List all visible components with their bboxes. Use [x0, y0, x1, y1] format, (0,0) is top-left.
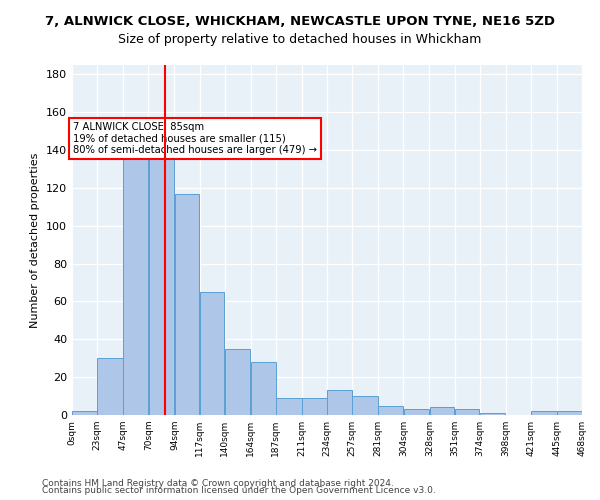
Bar	[352, 396, 378, 415]
Bar	[455, 410, 479, 415]
Bar	[327, 390, 352, 415]
Text: 7 ALNWICK CLOSE: 85sqm
19% of detached houses are smaller (115)
80% of semi-deta: 7 ALNWICK CLOSE: 85sqm 19% of detached h…	[73, 122, 317, 155]
Bar	[430, 408, 454, 415]
Bar	[251, 362, 275, 415]
Bar	[124, 140, 148, 415]
Bar	[225, 349, 250, 415]
Bar	[404, 410, 429, 415]
Bar	[302, 398, 327, 415]
Y-axis label: Number of detached properties: Number of detached properties	[31, 152, 40, 328]
Bar	[72, 411, 97, 415]
Bar	[97, 358, 123, 415]
Text: Contains HM Land Registry data © Crown copyright and database right 2024.: Contains HM Land Registry data © Crown c…	[42, 478, 394, 488]
Text: 7, ALNWICK CLOSE, WHICKHAM, NEWCASTLE UPON TYNE, NE16 5ZD: 7, ALNWICK CLOSE, WHICKHAM, NEWCASTLE UP…	[45, 15, 555, 28]
Bar	[149, 146, 174, 415]
Text: Contains public sector information licensed under the Open Government Licence v3: Contains public sector information licen…	[42, 486, 436, 495]
Bar	[200, 292, 224, 415]
Bar	[175, 194, 199, 415]
Bar	[480, 413, 505, 415]
Text: Size of property relative to detached houses in Whickham: Size of property relative to detached ho…	[118, 32, 482, 46]
Bar	[276, 398, 302, 415]
Bar	[379, 406, 403, 415]
Bar	[557, 411, 582, 415]
Bar	[531, 411, 557, 415]
